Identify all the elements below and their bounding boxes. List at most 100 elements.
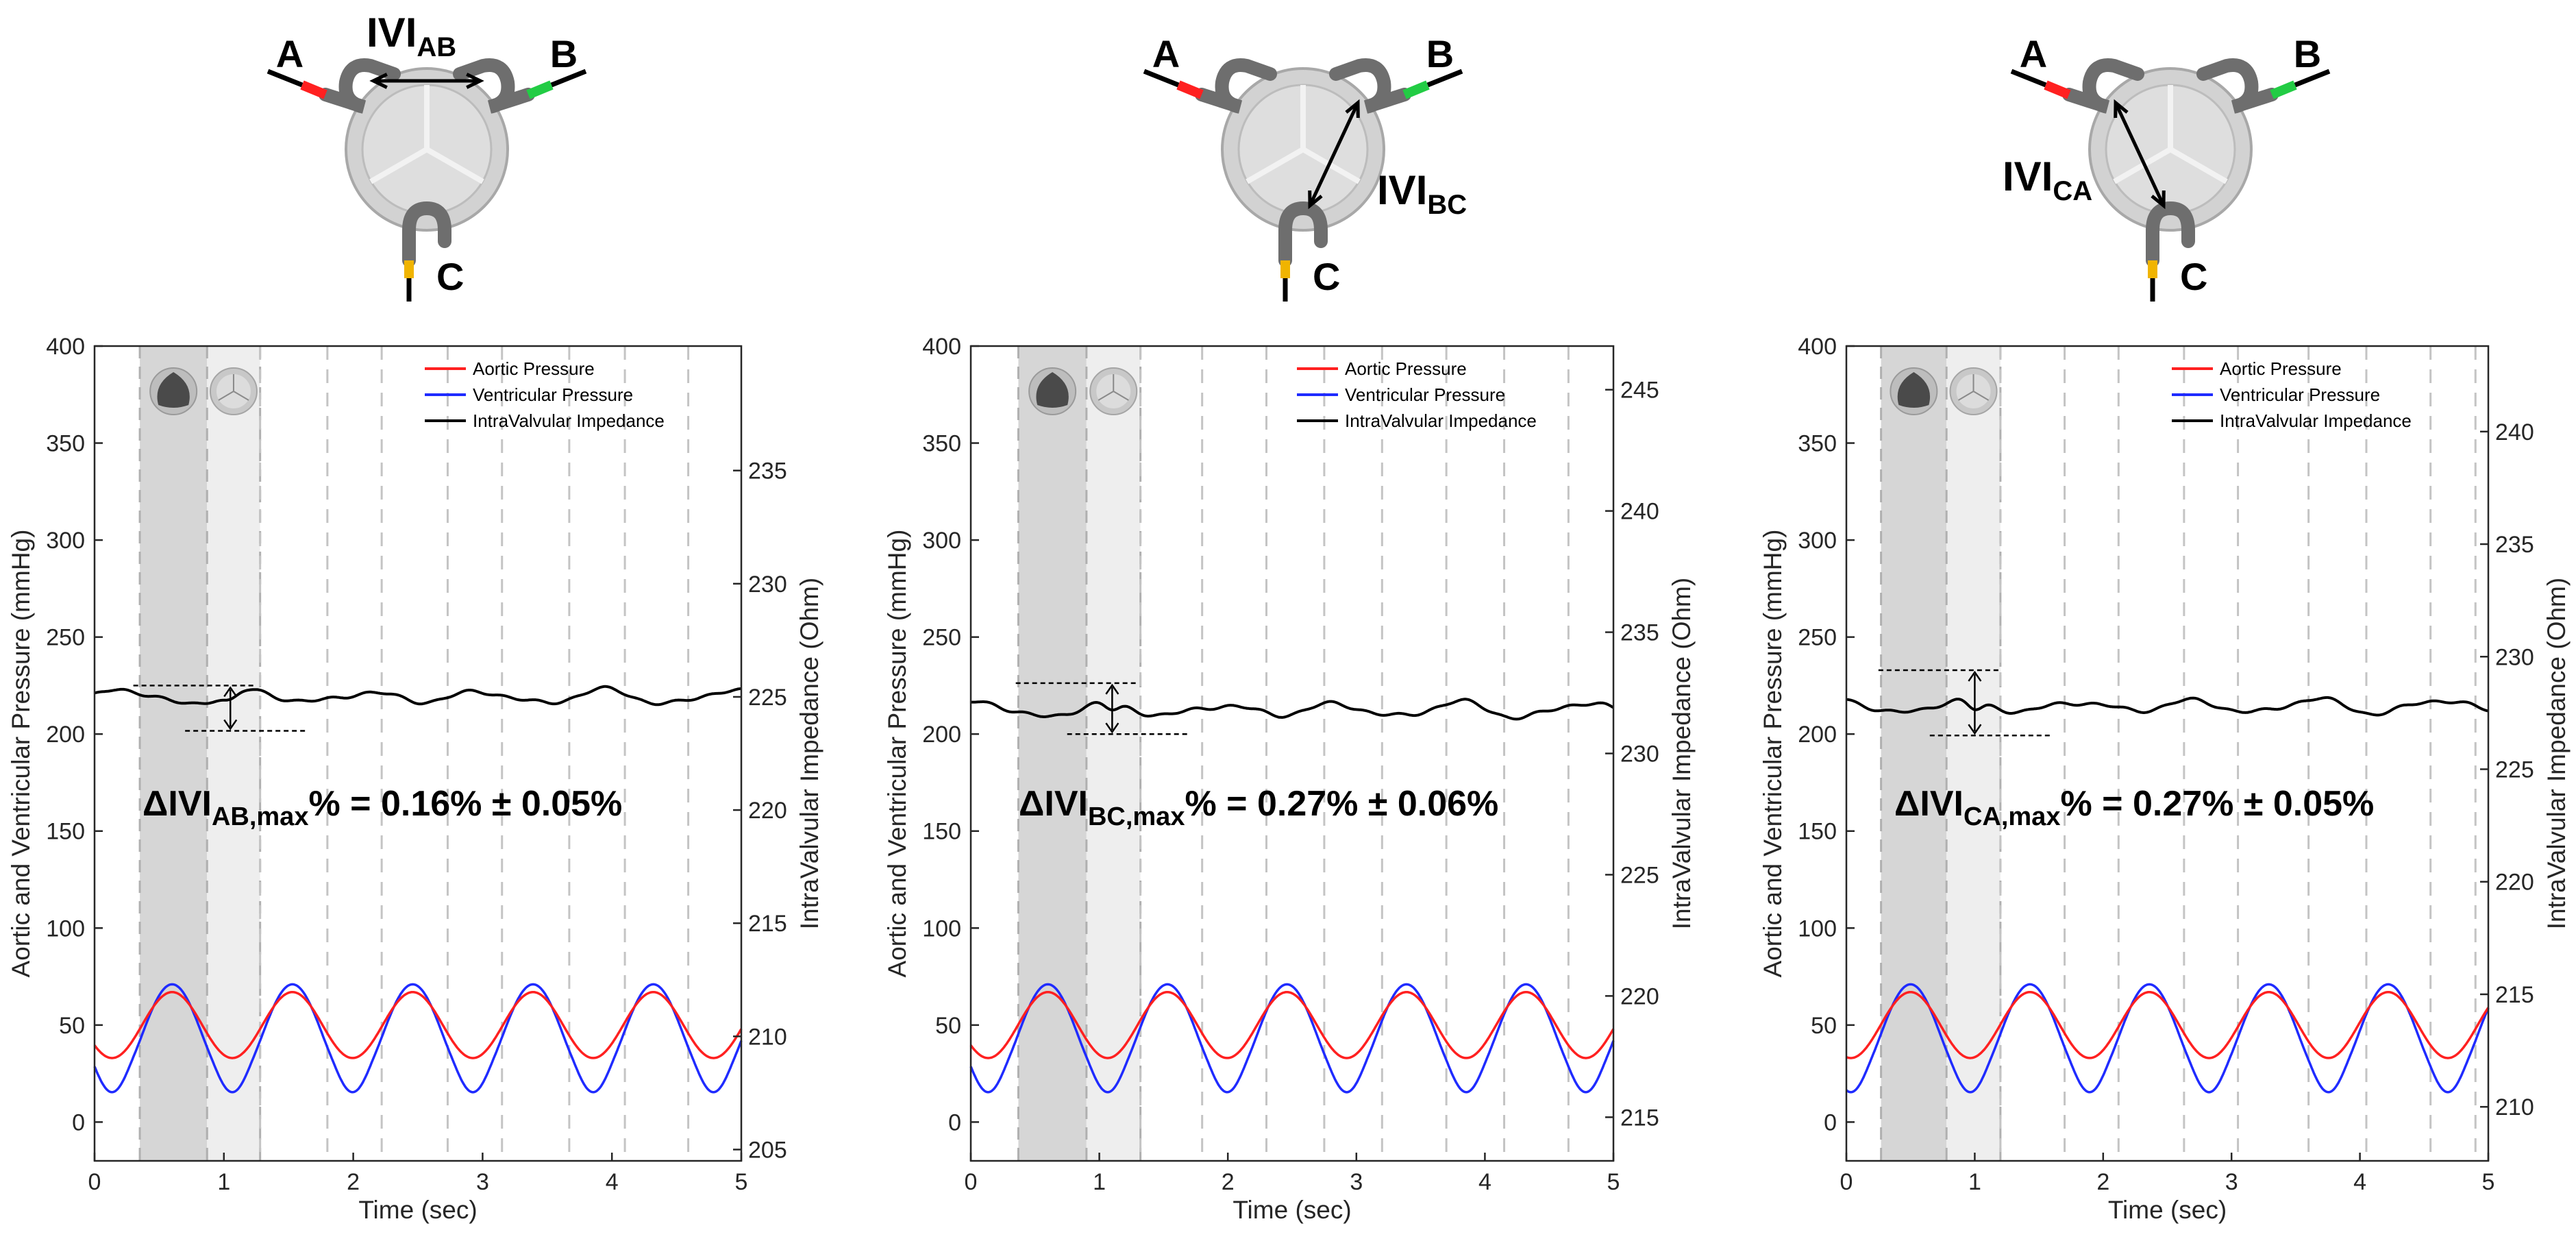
x-axis-title: Time (sec) <box>358 1196 477 1224</box>
x-axis-title: Time (sec) <box>2108 1196 2227 1224</box>
valve-label-c: C <box>2180 255 2207 298</box>
ivi-pair-main: IVI <box>1377 167 1427 213</box>
aortic-pressure-line <box>1846 990 2490 1059</box>
ivi-pair-arrow-head <box>2114 99 2129 119</box>
y-tick-label-left: 50 <box>59 1013 85 1039</box>
electrode-lead <box>267 69 304 88</box>
ivi-pair-arrow-head <box>466 73 484 89</box>
delta-ivi-value: % = 0.27% ± 0.06% <box>1185 784 1498 824</box>
y-tick-label-left: 150 <box>922 819 961 845</box>
electrode-lead <box>1426 69 1463 88</box>
legend: Aortic Pressure Ventricular Pressure Intra… <box>425 358 665 431</box>
legend-label: Ventricular Pressure <box>1345 384 1505 405</box>
valve-label-a: A <box>2020 32 2047 75</box>
x-tick-label: 5 <box>735 1169 748 1195</box>
delta-ivi-value: % = 0.27% ± 0.05% <box>2060 784 2374 824</box>
chart-panel-2: ΔIVIBC,max% = 0.27% ± 0.06%0501001502002… <box>883 32 1696 1224</box>
ivi-pair-subscript: CA <box>2053 176 2092 206</box>
y-tick-label-left: 50 <box>935 1013 961 1039</box>
y-tick-label-right: 230 <box>2495 644 2534 670</box>
y-tick-label-right: 230 <box>1620 741 1659 768</box>
y-axis-title-right: IntraValvular Impedance (Ohm) <box>2542 578 2571 929</box>
y-tick-label-left: 400 <box>46 334 85 360</box>
valve-closed-leaflets <box>1036 372 1069 408</box>
legend-label: Aortic Pressure <box>1345 358 1467 379</box>
y-tick-label-right: 225 <box>1620 862 1659 888</box>
y-tick-label-left: 300 <box>922 528 961 554</box>
shade-region-dark <box>140 346 208 1161</box>
chart-panel-3: ΔIVICA,max% = 0.27% ± 0.05%0501001502002… <box>1759 32 2571 1224</box>
electrode-a <box>2010 58 2144 114</box>
y-tick-label-right: 210 <box>748 1024 787 1050</box>
electrode-hook <box>2146 201 2195 267</box>
x-tick-label: 1 <box>1093 1169 1106 1195</box>
y-tick-label-left: 350 <box>46 431 85 457</box>
valve-label-b: B <box>1426 32 1454 75</box>
y-tick-label-left: 200 <box>922 722 961 748</box>
ivi-arrow-head-up <box>223 686 238 698</box>
ivi-arrow-head-down <box>1105 722 1119 734</box>
valve-label-a: A <box>276 32 304 75</box>
y-tick-label-left: 0 <box>948 1109 961 1136</box>
x-tick-label: 0 <box>1840 1169 1853 1195</box>
y-tick-label-left: 250 <box>1798 625 1837 651</box>
ivi-pair-arrow-head <box>1308 190 1323 210</box>
valve-open-leaflet-line <box>1973 391 1990 401</box>
valve-label-c: C <box>1313 255 1340 298</box>
electrode-lead <box>2010 69 2047 88</box>
delta-ivi-subscript: AB,max <box>212 802 309 831</box>
electrode-a <box>1143 58 1277 114</box>
valve-closed-icon <box>1028 367 1077 415</box>
y-axis-title-left: Aortic and Ventricular Pressure (mmHg) <box>1759 530 1787 978</box>
electrode-hook <box>402 201 451 267</box>
legend-label: Aortic Pressure <box>473 358 595 379</box>
delta-ivi-subscript: BC,max <box>1088 802 1185 831</box>
ivi-arrow-head-down <box>1968 724 1982 735</box>
y-tick-label-right: 235 <box>1620 620 1659 646</box>
electrode-lead <box>1143 69 1180 88</box>
ivi-pair-arrow-head <box>369 73 388 89</box>
x-tick-label: 1 <box>217 1169 230 1195</box>
electrode-hook <box>1195 58 1277 114</box>
y-tick-label-right: 245 <box>1620 378 1659 404</box>
y-tick-label-left: 300 <box>1798 528 1837 554</box>
y-tick-label-left: 0 <box>72 1109 85 1136</box>
valve-label-a: A <box>1152 32 1180 75</box>
y-tick-label-left: 50 <box>1811 1013 1837 1039</box>
shade-region-light <box>1946 346 2001 1161</box>
electrode-lead <box>2294 69 2331 88</box>
y-tick-label-right: 220 <box>1620 983 1659 1009</box>
ivi-arrow-head-up <box>1105 683 1119 695</box>
electrode-hook <box>319 58 401 114</box>
valve-commissure <box>425 147 484 184</box>
y-tick-label-right: 225 <box>2495 757 2534 783</box>
ivi-pair-label: IVIBC <box>1377 167 1467 220</box>
valve-schematic: A B C IVICA <box>2003 32 2331 302</box>
valve-commissure <box>369 147 428 184</box>
plot-box <box>1845 345 2490 1162</box>
ivi-arrow-head-down <box>223 719 238 731</box>
y-tick-label-right: 230 <box>748 572 787 598</box>
y-tick-label-right: 240 <box>1620 499 1659 525</box>
x-tick-label: 0 <box>88 1169 101 1195</box>
electrode-tip <box>2270 80 2297 99</box>
y-tick-label-left: 250 <box>46 625 85 651</box>
valve-closed-leaflets <box>157 372 190 408</box>
x-tick-label: 1 <box>1968 1169 1981 1195</box>
legend-label: Aortic Pressure <box>2220 358 2342 379</box>
ivi-pair-subscript: BC <box>1427 190 1467 220</box>
ivi-pair-arrow <box>2114 101 2166 207</box>
valve-commissure <box>1246 147 1304 184</box>
y-tick-label-left: 200 <box>46 722 85 748</box>
legend-label: IntraValvular Impedance <box>2220 410 2412 431</box>
electrode-b <box>1329 58 1463 114</box>
electrode-tip <box>300 80 327 99</box>
delta-ivi-main: ΔIVI <box>143 784 212 824</box>
valve-label-c: C <box>436 255 464 298</box>
y-tick-label-right: 205 <box>748 1137 787 1163</box>
valve-open-icon <box>1949 367 1998 415</box>
valve-open-leaflet-line <box>233 391 249 401</box>
legend: Aortic Pressure Ventricular Pressure Intra… <box>2172 358 2412 431</box>
y-tick-label-right: 220 <box>2495 870 2534 896</box>
